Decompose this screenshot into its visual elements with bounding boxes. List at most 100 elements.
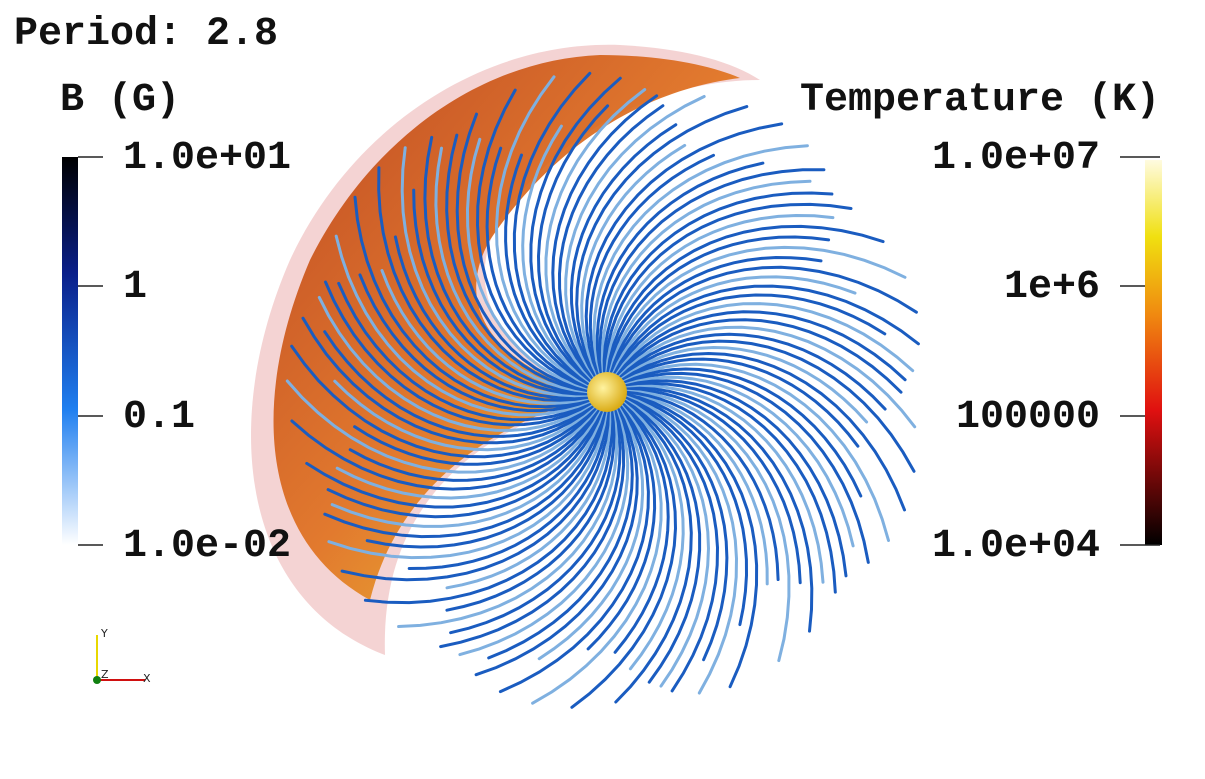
field-line	[485, 146, 592, 389]
field-line	[620, 357, 860, 448]
field-line	[334, 234, 593, 417]
field-line	[584, 122, 784, 378]
field-line	[400, 146, 591, 398]
field-line	[622, 395, 729, 662]
axis-label: X	[143, 672, 151, 685]
field-line	[407, 408, 609, 570]
field-line	[622, 375, 855, 548]
field-line	[353, 195, 592, 409]
field-line	[614, 399, 693, 704]
field-line	[605, 213, 835, 376]
colorbar	[1145, 160, 1162, 545]
colorbar-label: 1.0e+07	[932, 136, 1100, 181]
field-line	[570, 401, 678, 709]
field-line	[445, 407, 616, 612]
field-line	[445, 408, 612, 590]
field-line	[301, 316, 596, 445]
field-line	[393, 235, 591, 400]
field-line	[613, 402, 670, 654]
field-line	[504, 153, 592, 387]
field-line	[330, 408, 605, 528]
field-line	[622, 397, 711, 688]
colorbar-ticks	[78, 156, 103, 546]
field-line	[623, 384, 825, 584]
field-line	[326, 407, 604, 519]
field-line	[531, 402, 663, 705]
field-line	[439, 406, 626, 649]
field-line	[335, 407, 602, 500]
colorbar-label: 1.0e+04	[932, 524, 1100, 569]
field-line	[612, 284, 920, 377]
field-line	[474, 405, 639, 677]
field-line	[595, 161, 765, 377]
field-line	[449, 407, 622, 635]
field-line	[358, 273, 593, 413]
field-line	[598, 168, 826, 377]
colorbar-label: 1e+6	[1004, 265, 1100, 310]
colorbar-label: 100000	[956, 395, 1100, 440]
shell	[273, 55, 740, 600]
field-line	[445, 133, 591, 393]
field-line	[618, 345, 869, 424]
field-line	[613, 293, 887, 378]
field-line	[618, 339, 916, 473]
field-line	[615, 318, 903, 394]
field-line	[607, 235, 831, 376]
axis-label: Z	[101, 668, 109, 681]
field-line	[333, 379, 597, 452]
field-line	[340, 408, 610, 582]
field-line	[353, 405, 599, 466]
field-line	[623, 388, 802, 585]
field-line	[434, 146, 591, 394]
field-line	[423, 135, 591, 395]
field-line	[397, 407, 619, 628]
field-line	[619, 351, 906, 512]
field-line	[323, 408, 606, 539]
colorbar-label: 1.0e-02	[123, 524, 291, 569]
field-line	[487, 406, 634, 660]
axes-triad: Y Z X	[93, 627, 151, 685]
field-line	[536, 104, 610, 383]
colorbar-label: 1	[123, 265, 147, 310]
field-line	[623, 390, 780, 581]
field-line	[620, 362, 890, 542]
field-line	[609, 255, 823, 376]
field-line	[575, 105, 749, 379]
field-line	[337, 281, 594, 422]
field-line	[365, 408, 607, 549]
field-line	[327, 408, 608, 560]
field-line	[592, 144, 809, 377]
field-line	[317, 295, 595, 432]
colorbar-title: Temperature (K)	[800, 78, 1160, 123]
field-line	[614, 310, 907, 382]
axis-label: Y	[100, 627, 108, 640]
field-line	[348, 406, 600, 482]
field-line	[285, 379, 600, 474]
title: Period: 2.8	[14, 12, 278, 57]
field-line	[290, 344, 598, 459]
field-line	[323, 330, 596, 438]
field-line	[600, 179, 812, 376]
field-line	[623, 394, 739, 695]
field-line	[611, 275, 857, 377]
field-line	[564, 95, 706, 380]
field-line	[380, 269, 592, 405]
field-line	[623, 392, 759, 689]
field-line	[363, 408, 614, 605]
field-line	[458, 406, 630, 657]
field-line	[455, 112, 591, 392]
field-line	[608, 245, 907, 376]
field-line	[606, 224, 885, 376]
field-line	[620, 400, 685, 671]
field-line	[617, 332, 887, 411]
field-line	[621, 398, 702, 684]
field-line	[557, 104, 665, 381]
field-line	[290, 406, 601, 491]
star	[587, 372, 627, 412]
field-line	[622, 382, 837, 594]
field-line	[621, 371, 870, 564]
field-line	[588, 153, 715, 378]
field-line	[569, 123, 678, 380]
field-line	[494, 75, 592, 388]
